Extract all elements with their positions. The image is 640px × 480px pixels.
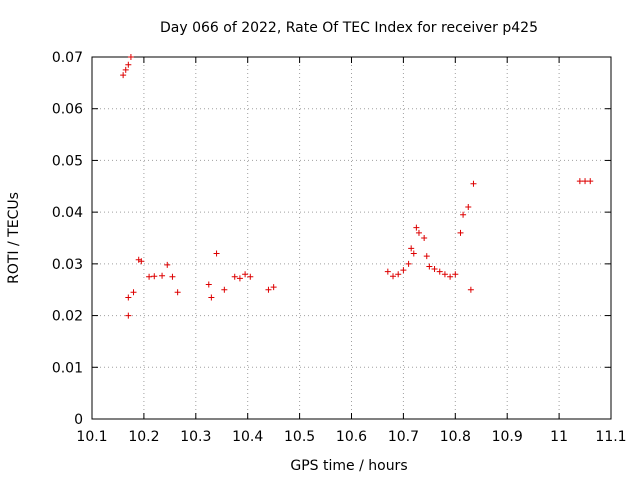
data-point bbox=[221, 286, 228, 293]
data-point bbox=[408, 245, 415, 252]
x-tick-label: 10.6 bbox=[336, 429, 367, 445]
data-point bbox=[130, 289, 137, 296]
data-point bbox=[231, 273, 238, 280]
data-point bbox=[138, 258, 145, 265]
data-point bbox=[457, 229, 464, 236]
y-tick-label: 0.02 bbox=[52, 309, 83, 325]
x-axis-ticks: 10.1 10.2 10.3 10.4 10.5 10.6 10.7 10.8 10.9 11 11… bbox=[76, 57, 627, 445]
y-tick-label: 0.07 bbox=[52, 50, 83, 66]
data-point bbox=[587, 178, 594, 185]
data-point bbox=[120, 72, 127, 79]
data-point bbox=[205, 281, 212, 288]
y-tick-label: 0.03 bbox=[52, 257, 83, 273]
data-point bbox=[400, 267, 407, 274]
data-point bbox=[421, 235, 428, 241]
data-point bbox=[127, 54, 134, 60]
data-point bbox=[242, 271, 249, 278]
data-point bbox=[415, 229, 422, 236]
data-point bbox=[247, 273, 254, 280]
data-point bbox=[405, 260, 412, 267]
x-tick-label: 10.8 bbox=[440, 429, 471, 445]
y-tick-label: 0.06 bbox=[52, 102, 83, 118]
data-point bbox=[390, 273, 397, 280]
data-point bbox=[576, 178, 583, 185]
data-point bbox=[441, 271, 448, 278]
y-axis-label: ROTI / TECUs bbox=[6, 192, 22, 284]
chart-title: Day 066 of 2022, Rate Of TEC Index for r… bbox=[160, 20, 538, 36]
data-point bbox=[159, 272, 166, 279]
data-point bbox=[270, 284, 277, 291]
data-point bbox=[151, 273, 158, 280]
data-point bbox=[423, 253, 430, 260]
data-point bbox=[125, 294, 132, 301]
data-point bbox=[125, 312, 132, 319]
x-tick-label: 10.3 bbox=[180, 429, 211, 445]
data-point bbox=[436, 268, 443, 275]
data-point bbox=[122, 66, 129, 73]
data-point bbox=[208, 294, 215, 301]
data-point bbox=[265, 286, 272, 293]
data-point bbox=[146, 273, 153, 280]
data-point bbox=[413, 224, 420, 231]
x-tick-label: 10.1 bbox=[76, 429, 107, 445]
x-tick-label: 11.1 bbox=[595, 429, 626, 445]
y-tick-label: 0.04 bbox=[52, 205, 83, 221]
data-point bbox=[410, 250, 417, 257]
x-tick-label: 10.7 bbox=[388, 429, 419, 445]
data-point bbox=[431, 266, 438, 273]
data-point bbox=[395, 271, 402, 278]
data-point bbox=[236, 275, 243, 282]
data-point bbox=[467, 286, 474, 293]
y-axis-ticks: 0 0.01 0.02 0.03 0.04 0.05 0.06 0.07 bbox=[52, 50, 611, 428]
data-point bbox=[426, 263, 433, 270]
x-tick-label: 10.9 bbox=[492, 429, 523, 445]
grid-lines bbox=[92, 57, 611, 419]
y-tick-label: 0.01 bbox=[52, 360, 83, 376]
data-point bbox=[213, 250, 220, 257]
data-point bbox=[452, 271, 459, 278]
y-tick-label: 0.05 bbox=[52, 153, 83, 169]
x-tick-label: 10.5 bbox=[284, 429, 315, 445]
data-points bbox=[120, 54, 594, 319]
data-point bbox=[465, 203, 472, 210]
data-point bbox=[470, 180, 477, 187]
x-axis-label: GPS time / hours bbox=[290, 458, 407, 474]
data-point bbox=[174, 289, 181, 296]
data-point bbox=[125, 61, 132, 68]
data-point bbox=[460, 211, 467, 218]
data-point bbox=[582, 178, 589, 185]
data-point bbox=[447, 273, 454, 280]
data-point bbox=[164, 261, 171, 268]
x-tick-label: 10.4 bbox=[232, 429, 263, 445]
y-tick-label: 0 bbox=[74, 412, 83, 428]
x-tick-label: 10.2 bbox=[128, 429, 159, 445]
x-tick-label: 11 bbox=[550, 429, 568, 445]
data-point bbox=[169, 273, 176, 280]
data-point bbox=[384, 268, 391, 275]
